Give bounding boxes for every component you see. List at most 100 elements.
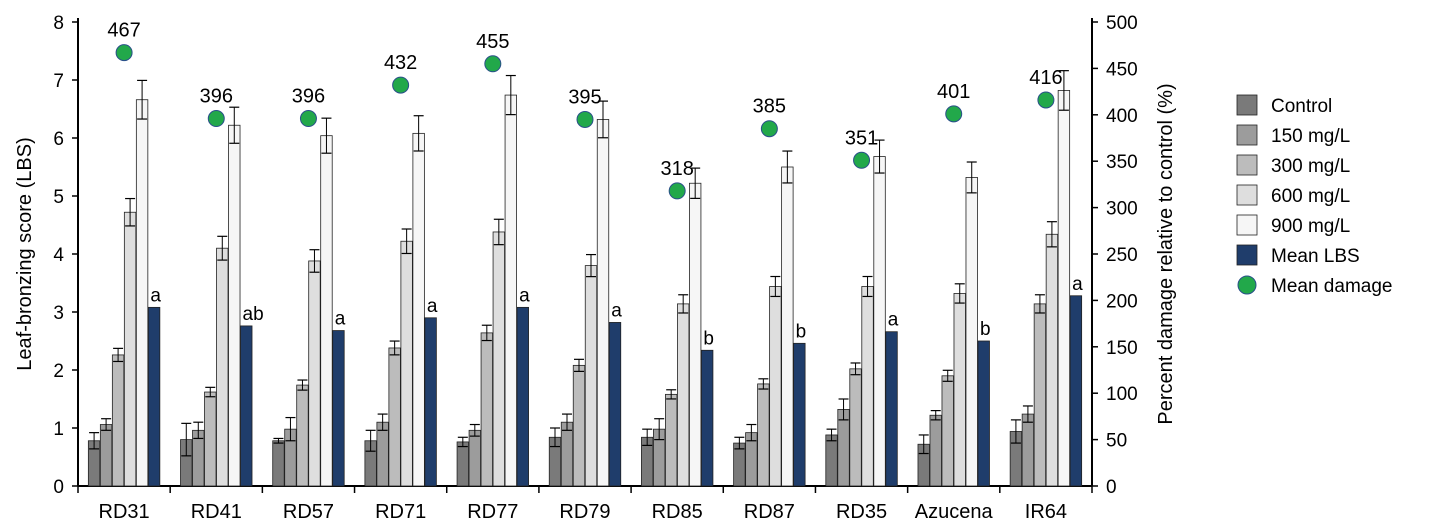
plot-area: 0 1 2 3 4 5 6 7 8 0 50 100 150 200 250 300 350 400 450 500 R… bbox=[53, 13, 1137, 523]
legend-mean-damage-marker bbox=[1237, 275, 1257, 295]
mean-damage-label: 416 bbox=[1029, 67, 1062, 89]
mean-damage-point bbox=[576, 110, 594, 128]
bar-150-mg-l bbox=[1021, 413, 1035, 487]
mean-damage-point bbox=[1037, 91, 1055, 109]
bar-150-mg-l bbox=[929, 414, 942, 487]
bar-150-mg-l bbox=[560, 421, 574, 487]
bar-300-mg-l bbox=[1033, 303, 1047, 487]
legend-300-mg-l-label: 300 mg/L bbox=[1271, 156, 1350, 177]
bar-mean-lbs bbox=[516, 306, 529, 487]
x-tick-label: Azucena bbox=[915, 501, 994, 523]
x-tick-label: RD71 bbox=[375, 501, 426, 523]
bar-mean-lbs bbox=[332, 330, 345, 487]
bar-900-mg-l bbox=[135, 99, 149, 487]
y2-tick-label: 500 bbox=[1106, 13, 1138, 34]
legend-mean-damage-label: Mean damage bbox=[1271, 276, 1392, 297]
bar-mean-lbs bbox=[885, 331, 898, 487]
bar-900-mg-l bbox=[1057, 90, 1071, 487]
significance-letter: a bbox=[519, 285, 530, 306]
y-tick-label: 6 bbox=[53, 129, 64, 150]
x-tick-label: RD87 bbox=[744, 501, 795, 523]
x-tick-label: RD31 bbox=[99, 501, 150, 523]
mean-damage-point bbox=[668, 182, 686, 200]
bar-150-mg-l bbox=[376, 421, 389, 487]
significance-letter: a bbox=[611, 300, 622, 321]
mean-damage-label: 401 bbox=[937, 81, 970, 103]
legend-control-swatch bbox=[1236, 94, 1258, 116]
y-tick-label: 2 bbox=[53, 361, 64, 382]
bar-600-mg-l bbox=[1045, 233, 1059, 487]
significance-letter: a bbox=[888, 310, 899, 331]
bar-300-mg-l bbox=[296, 384, 309, 487]
y-tick-label: 3 bbox=[53, 303, 64, 324]
mean-damage-label: 467 bbox=[107, 20, 140, 42]
bar-900-mg-l bbox=[412, 132, 425, 487]
bar-900-mg-l bbox=[596, 119, 610, 487]
mean-damage-label: 396 bbox=[292, 86, 325, 108]
bar-300-mg-l bbox=[480, 332, 493, 487]
significance-letter: ab bbox=[243, 304, 264, 325]
significance-letter: b bbox=[796, 321, 807, 342]
y2-tick-label: 400 bbox=[1106, 106, 1138, 127]
bar-600-mg-l bbox=[400, 240, 413, 487]
y2-tick-label: 150 bbox=[1106, 338, 1138, 359]
y-tick-label: 0 bbox=[53, 477, 64, 498]
mean-damage-label: 351 bbox=[845, 127, 878, 149]
bar-600-mg-l bbox=[123, 211, 137, 487]
y2-tick-label: 450 bbox=[1106, 59, 1138, 80]
bar-600-mg-l bbox=[861, 286, 874, 487]
bar-900-mg-l bbox=[504, 94, 517, 487]
bar-900-mg-l bbox=[873, 156, 886, 487]
bar-900-mg-l bbox=[689, 182, 702, 487]
mean-damage-point bbox=[299, 110, 317, 128]
mean-damage-point bbox=[760, 120, 778, 138]
legend-600-mg-l-label: 600 mg/L bbox=[1271, 186, 1350, 207]
y-axis-title: Leaf-bronzing score (LBS) bbox=[14, 137, 36, 370]
bar-300-mg-l bbox=[572, 364, 586, 487]
significance-letter: a bbox=[1072, 274, 1083, 295]
significance-letter: b bbox=[980, 319, 991, 340]
bar-900-mg-l bbox=[965, 177, 978, 487]
significance-letter: b bbox=[703, 328, 714, 349]
legend-mean-lbs-swatch bbox=[1236, 244, 1258, 266]
bar-mean-lbs bbox=[147, 306, 161, 487]
bar-600-mg-l bbox=[677, 303, 690, 487]
y-tick-label: 5 bbox=[53, 187, 64, 208]
y2-axis-title: Percent damage relative to control (%) bbox=[1155, 83, 1177, 424]
y2-tick-label: 250 bbox=[1106, 245, 1138, 266]
bar-600-mg-l bbox=[769, 286, 782, 487]
legend-150-mg-l-label: 150 mg/L bbox=[1271, 126, 1350, 147]
legend-900-mg-l-swatch bbox=[1236, 214, 1258, 236]
bar-300-mg-l bbox=[204, 391, 217, 487]
bar-300-mg-l bbox=[941, 375, 954, 487]
y-tick-label: 7 bbox=[53, 71, 64, 92]
bar-900-mg-l bbox=[781, 166, 794, 487]
x-tick-label: IR64 bbox=[1025, 501, 1067, 523]
bar-600-mg-l bbox=[492, 231, 505, 487]
bar-mean-lbs bbox=[608, 322, 622, 487]
mean-damage-label: 396 bbox=[200, 86, 233, 108]
bar-300-mg-l bbox=[757, 383, 770, 487]
bar-mean-lbs bbox=[1069, 295, 1083, 487]
x-tick-label: RD57 bbox=[283, 501, 334, 523]
significance-letter: a bbox=[427, 296, 438, 317]
bar-150-mg-l bbox=[99, 424, 113, 487]
x-tick-label: RD85 bbox=[652, 501, 703, 523]
bar-mean-lbs bbox=[793, 342, 806, 487]
mean-damage-point bbox=[484, 55, 502, 73]
y-tick-label: 1 bbox=[53, 419, 64, 440]
legend-300-mg-l-swatch bbox=[1236, 154, 1258, 176]
y2-tick-label: 350 bbox=[1106, 152, 1138, 173]
y2-tick-label: 200 bbox=[1106, 291, 1138, 312]
bar-300-mg-l bbox=[849, 368, 862, 487]
bar-control bbox=[733, 442, 746, 487]
bar-300-mg-l bbox=[111, 354, 125, 487]
bar-mean-lbs bbox=[701, 349, 714, 487]
x-tick-label: RD35 bbox=[836, 501, 887, 523]
y-tick-label: 4 bbox=[53, 245, 64, 266]
bar-control bbox=[456, 441, 469, 487]
bar-control bbox=[272, 440, 285, 487]
y2-tick-label: 300 bbox=[1106, 199, 1138, 220]
significance-letter: a bbox=[335, 309, 346, 330]
